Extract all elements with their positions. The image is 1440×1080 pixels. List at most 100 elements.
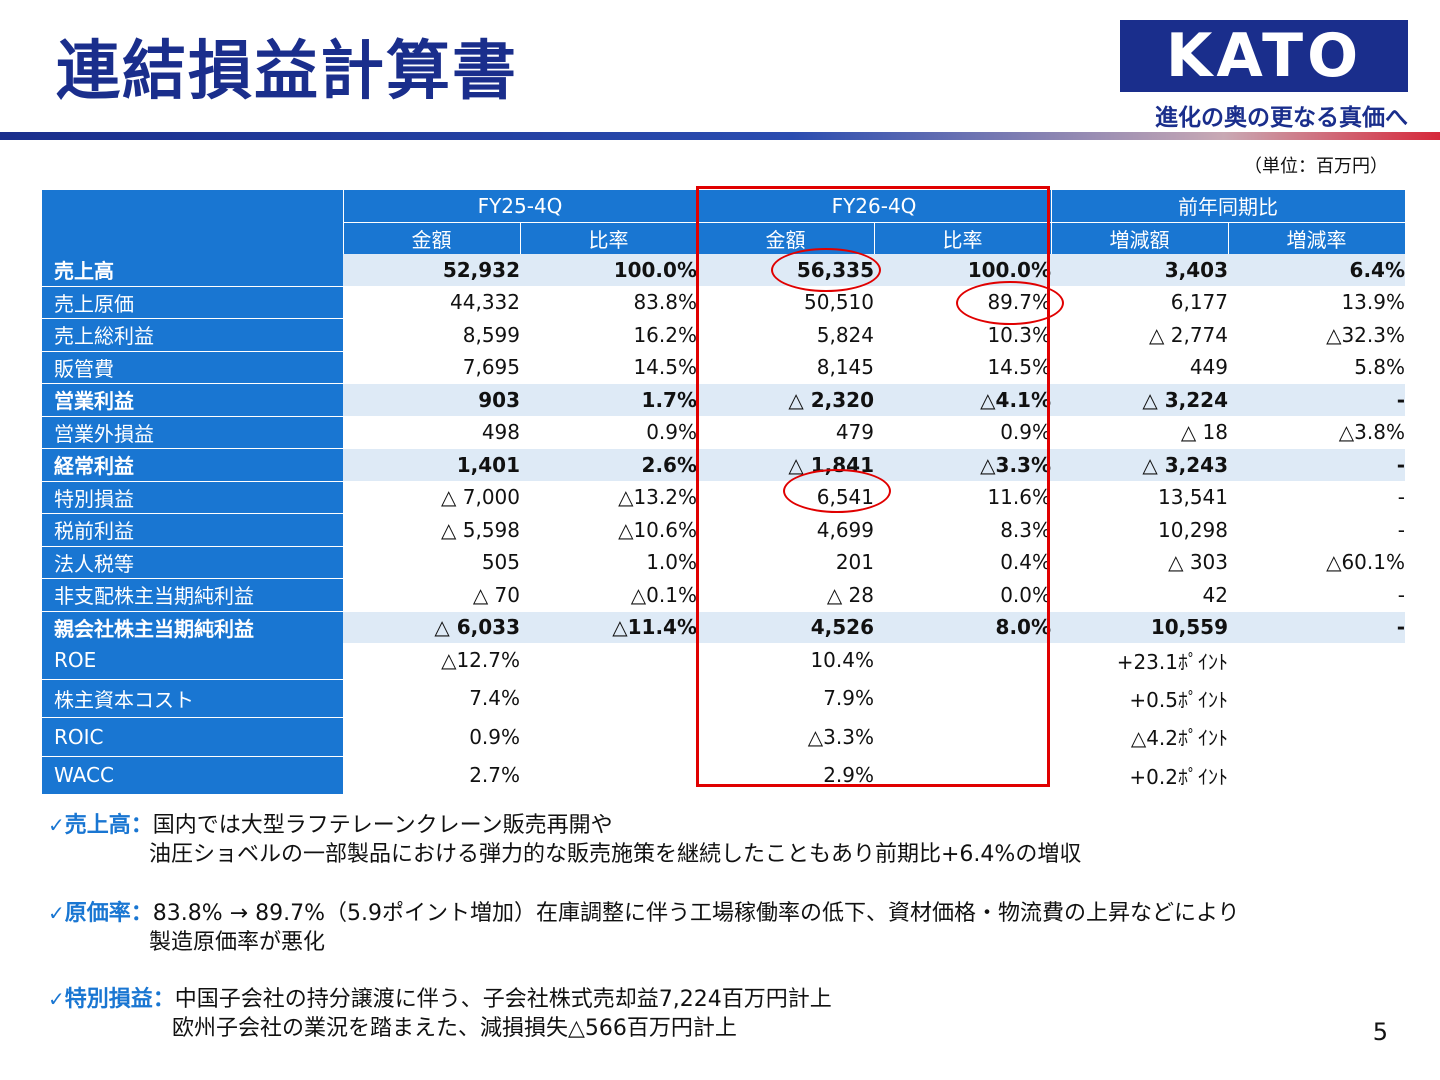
table-cell: △3.8% <box>1228 416 1405 449</box>
table-cell: △0.1% <box>520 578 697 612</box>
ratio-fy26: △3.3% <box>807 724 874 749</box>
income-statement-table: FY25-4Q FY26-4Q 前年同期比 金額 比率 金額 比率 増減額 増減… <box>42 190 1406 644</box>
table-cell: 505 <box>343 546 520 579</box>
table-cell: - <box>1228 383 1405 417</box>
ratio-blank <box>520 756 697 795</box>
group-header-fy25: FY25-4Q <box>343 190 698 222</box>
table-cell: △ 303 <box>1051 546 1228 579</box>
header-rule <box>0 132 1440 140</box>
table-cell: 10,298 <box>1051 513 1228 547</box>
note-extraordinary-line2: 欧州子会社の業況を踏まえた、減損損失△566百万円計上 <box>172 1016 737 1041</box>
table-row: 販管費 7,695 14.5% 8,145 14.5% 449 5.8% <box>42 351 1405 384</box>
logo-tagline: 進化の奥の更なる真価へ <box>1155 104 1408 131</box>
ratio-diff: +23.1ﾎﾟｲﾝﾄ <box>1116 649 1228 674</box>
row-label: 売上原価 <box>42 286 343 319</box>
row-label: 特別損益 <box>42 481 343 514</box>
header-blank <box>42 190 344 254</box>
highlight-oval-extraordinary <box>783 469 891 513</box>
table-cell: 1.0% <box>520 546 697 579</box>
table-cell: 100.0% <box>520 254 697 287</box>
table-cell: 0.4% <box>874 546 1051 579</box>
table-cell: 8.3% <box>874 513 1051 547</box>
ratio-table: ROE △12.7% 10.4% +23.1ﾎﾟｲﾝﾄ 株主資本コスト 7.4% 7.9% +… <box>42 641 1228 795</box>
ratio-fy25: △12.7% <box>441 648 520 672</box>
note-cost-ratio-line2: 製造原価率が悪化 <box>149 930 326 955</box>
row-label: 非支配株主当期純利益 <box>42 578 343 612</box>
table-cell: △ 18 <box>1051 416 1228 449</box>
table-cell: 0.9% <box>520 416 697 449</box>
ratio-fy25: 0.9% <box>469 724 520 749</box>
table-cell: △13.2% <box>520 481 697 514</box>
ratio-label: ROIC <box>42 717 343 757</box>
ratio-blank <box>520 718 697 757</box>
table-cell: 50,510 <box>697 286 874 319</box>
table-cell: 3,403 <box>1051 254 1228 287</box>
table-cell: △4.1% <box>874 383 1051 417</box>
table-row: 売上総利益 8,599 16.2% 5,824 10.3% △ 2,774 △32.3% <box>42 318 1405 352</box>
ratio-fy26: 7.9% <box>823 686 874 711</box>
table-cell: 11.6% <box>874 481 1051 514</box>
note-text: 83.8% → 89.7%（5.9ポイント増加）在庫調整に伴う工場稼働率の低下、… <box>152 901 1240 926</box>
table-cell: △ 2,320 <box>697 383 874 417</box>
table-cell: 7,695 <box>343 351 520 384</box>
table-cell: △60.1% <box>1228 546 1405 579</box>
unit-label: （単位：百万円） <box>1244 156 1388 177</box>
table-cell: 13,541 <box>1051 481 1228 514</box>
table-cell: △ 3,243 <box>1051 448 1228 482</box>
table-cell: - <box>1228 448 1405 482</box>
note-label: 特別損益： <box>64 987 175 1012</box>
ratio-row: WACC 2.7% 2.9% +0.2ﾎﾟｲﾝﾄ <box>42 756 1228 795</box>
table-cell: △32.3% <box>1228 318 1405 352</box>
note-label: 原価率： <box>64 901 153 926</box>
table-cell: 1,401 <box>343 448 520 482</box>
group-header-fy26: FY26-4Q <box>697 190 1052 222</box>
ratio-row: ROIC 0.9% △3.3% △4.2ﾎﾟｲﾝﾄ <box>42 717 1228 757</box>
table-cell: 0.9% <box>874 416 1051 449</box>
table-cell: 4,526 <box>697 611 874 644</box>
table-row: 非支配株主当期純利益 △ 70 △0.1% △ 28 0.0% 42- <box>42 578 1405 612</box>
table-cell: - <box>1228 611 1405 644</box>
table-cell: 44,332 <box>343 286 520 319</box>
table-cell: △11.4% <box>520 611 697 644</box>
subheader: 金額 <box>343 221 521 254</box>
table-cell: △ 70 <box>343 578 520 612</box>
row-label: 経常利益 <box>42 448 343 482</box>
kato-logo: KATO <box>1120 20 1408 92</box>
ratio-fy25: 7.4% <box>469 686 520 711</box>
table-cell: △10.6% <box>520 513 697 547</box>
subheader: 比率 <box>874 221 1052 254</box>
table-cell: △3.3% <box>874 448 1051 482</box>
ratio-row: ROE △12.7% 10.4% +23.1ﾎﾟｲﾝﾄ <box>42 641 1228 680</box>
logo-text: KATO <box>1165 21 1363 91</box>
ratio-diff: △4.2ﾎﾟｲﾝﾄ <box>1130 726 1228 751</box>
note-label: 売上高： <box>64 813 153 838</box>
ratio-fy25: 2.7% <box>469 763 520 788</box>
check-icon: ✓ <box>48 813 65 837</box>
table-cell: △ 7,000 <box>343 481 520 514</box>
table-cell: 8,599 <box>343 318 520 352</box>
table-cell: △ 3,224 <box>1051 383 1228 417</box>
table-cell: 5.8% <box>1228 351 1405 384</box>
highlight-oval-cogs-ratio <box>956 281 1064 325</box>
subheader: 増減額 <box>1051 221 1229 254</box>
table-cell: 8.0% <box>874 611 1051 644</box>
ratio-label: ROE <box>42 641 343 680</box>
table-cell: 2.6% <box>520 448 697 482</box>
row-label: 売上高 <box>42 254 343 287</box>
fy26-highlight-box <box>696 186 1050 787</box>
table-cell: - <box>1228 481 1405 514</box>
table-cell: △ 5,598 <box>343 513 520 547</box>
ratio-diff: +0.2ﾎﾟｲﾝﾄ <box>1129 764 1228 789</box>
table-cell: 0.0% <box>874 578 1051 612</box>
table-row: 経常利益 1,401 2.6% △ 1,841 △3.3% △ 3,243- <box>42 448 1405 482</box>
note-extraordinary: ✓特別損益：中国子会社の持分譲渡に伴う、子会社株式売却益7,224百万円計上 <box>48 984 832 1015</box>
row-label: 営業利益 <box>42 383 343 417</box>
table-cell: 479 <box>697 416 874 449</box>
group-header-yoy: 前年同期比 <box>1051 190 1406 222</box>
table-row: 営業利益 903 1.7% △ 2,320 △4.1% △ 3,224- <box>42 383 1405 417</box>
table-cell: △ 6,033 <box>343 611 520 644</box>
page-title: 連結損益計算書 <box>56 35 518 109</box>
table-cell: 449 <box>1051 351 1228 384</box>
row-label: 税前利益 <box>42 513 343 547</box>
row-label: 営業外損益 <box>42 416 343 449</box>
